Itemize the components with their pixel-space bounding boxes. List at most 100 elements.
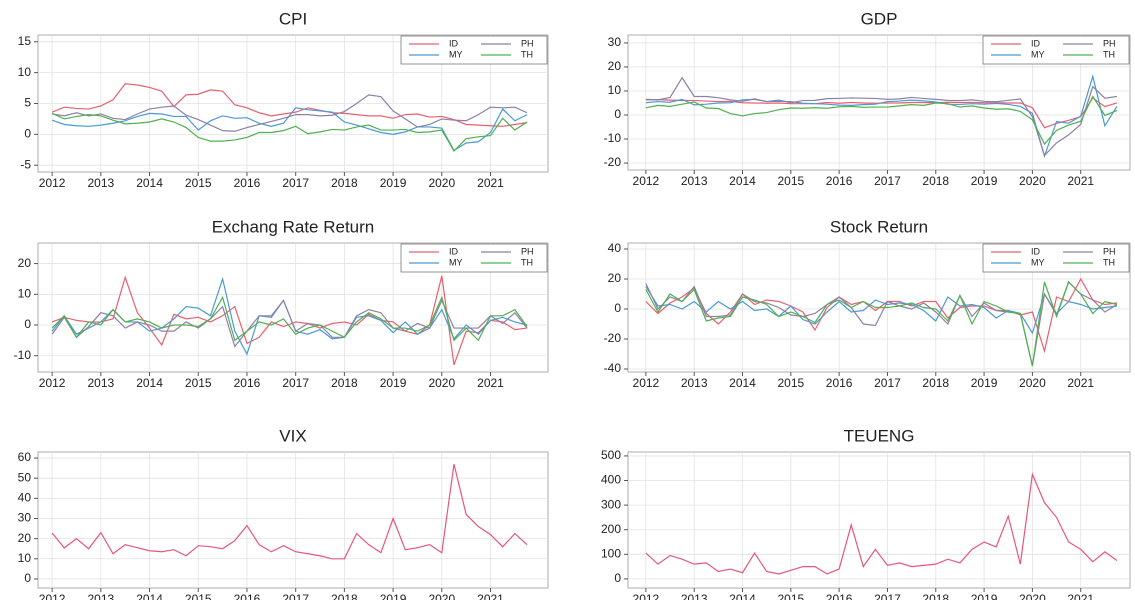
y-tick-label: 100	[601, 546, 621, 560]
x-tick-label: 2021	[1067, 592, 1094, 600]
x-tick-label: 2016	[234, 176, 261, 190]
y-tick-label: -10	[604, 131, 622, 145]
x-tick-label: 2017	[874, 592, 901, 600]
x-tick-label: 2016	[234, 592, 261, 600]
legend-label: MY	[449, 49, 463, 59]
x-tick-label: 2016	[234, 376, 261, 390]
x-tick-label: 2021	[1067, 174, 1094, 188]
x-tick-label: 2015	[185, 376, 212, 390]
y-tick-label: 40	[18, 491, 32, 505]
x-tick-label: 2015	[777, 376, 804, 390]
legend-label: PH	[1103, 38, 1116, 48]
y-tick-label: 0	[614, 107, 621, 121]
legend-label: ID	[1031, 246, 1041, 256]
y-tick-label: 50	[18, 470, 32, 484]
y-tick-label: 15	[18, 34, 32, 48]
series-line	[51, 298, 528, 348]
x-tick-label: 2019	[380, 376, 407, 390]
series-line	[645, 95, 1118, 146]
series-line	[51, 295, 528, 342]
panel-title: CPI	[279, 9, 307, 28]
x-tick-label: 2018	[331, 376, 358, 390]
panel-title: VIX	[279, 426, 306, 445]
x-tick-label: 2017	[874, 174, 901, 188]
x-tick-label: 2012	[633, 376, 660, 390]
x-tick-label: 2020	[428, 376, 455, 390]
plot-area	[627, 451, 1131, 589]
legend-label: MY	[1031, 49, 1045, 59]
x-tick-label: 2015	[185, 592, 212, 600]
x-tick-label: 2014	[729, 376, 756, 390]
y-tick-label: 300	[601, 497, 621, 511]
legend-box	[400, 243, 548, 273]
x-tick-label: 2020	[428, 176, 455, 190]
x-tick-label: 2019	[971, 376, 998, 390]
y-tick-label: 0	[24, 127, 31, 141]
legend-label: MY	[449, 257, 463, 267]
panel-title: Stock Return	[830, 217, 928, 236]
legend-label: PH	[521, 38, 534, 48]
x-tick-label: 2012	[633, 592, 660, 600]
legend-label: TH	[521, 49, 533, 59]
legend-label: MY	[1031, 257, 1045, 267]
x-tick-label: 2015	[777, 592, 804, 600]
panel: Stock Return 2012 2013 2014 2015 2016 2017 2018…	[604, 217, 1131, 390]
legend-box	[982, 243, 1130, 273]
legend-label: PH	[521, 246, 534, 256]
series-line	[645, 280, 1118, 367]
plot-area	[37, 451, 549, 589]
y-tick-label: 500	[601, 448, 621, 462]
legend-label: TH	[521, 257, 533, 267]
x-tick-label: 2017	[282, 176, 309, 190]
x-tick-label: 2014	[136, 592, 163, 600]
series-line	[51, 463, 528, 560]
x-tick-label: 2017	[282, 592, 309, 600]
y-tick-label: 200	[601, 522, 621, 536]
x-tick-label: 2018	[922, 592, 949, 600]
x-tick-label: 2013	[87, 592, 114, 600]
series-line	[51, 112, 528, 153]
panel-title: GDP	[861, 9, 898, 28]
y-tick-label: -40	[604, 361, 622, 375]
y-tick-label: 20	[608, 59, 622, 73]
series-line	[51, 107, 528, 152]
x-tick-label: 2019	[380, 592, 407, 600]
x-tick-label: 2012	[39, 176, 66, 190]
x-tick-label: 2016	[826, 174, 853, 188]
y-tick-label: 0	[614, 301, 621, 315]
legend-box	[400, 35, 548, 65]
x-tick-label: 2021	[477, 176, 504, 190]
series-line	[645, 76, 1118, 157]
y-tick-label: 10	[608, 83, 622, 97]
series-line	[52, 94, 528, 132]
legend-label: TH	[1103, 49, 1115, 59]
y-tick-label: 20	[18, 531, 32, 545]
y-tick-label: -5	[20, 157, 31, 171]
x-tick-label: 2019	[380, 176, 407, 190]
x-tick-label: 2012	[39, 592, 66, 600]
x-tick-label: 2019	[971, 592, 998, 600]
x-tick-label: 2016	[826, 592, 853, 600]
legend-label: PH	[1103, 246, 1116, 256]
x-tick-label: 2020	[1019, 376, 1046, 390]
legend-box	[982, 35, 1130, 65]
x-tick-label: 2012	[39, 376, 66, 390]
panel: Exchang Rate Return 2012 2013 2014 2015 2016 2…	[14, 217, 549, 390]
x-tick-label: 2018	[331, 176, 358, 190]
y-tick-label: -10	[14, 348, 32, 362]
y-tick-label: -20	[604, 331, 622, 345]
y-tick-label: 30	[18, 511, 32, 525]
x-tick-label: 2014	[136, 376, 163, 390]
y-tick-label: 20	[18, 256, 32, 270]
y-tick-label: 30	[608, 35, 622, 49]
x-tick-label: 2018	[922, 376, 949, 390]
y-tick-label: 10	[18, 286, 32, 300]
y-tick-label: 400	[601, 473, 621, 487]
x-tick-label: 2015	[777, 174, 804, 188]
x-tick-label: 2021	[477, 376, 504, 390]
x-tick-label: 2013	[681, 376, 708, 390]
y-tick-label: 10	[18, 65, 32, 79]
y-tick-label: 40	[608, 241, 622, 255]
